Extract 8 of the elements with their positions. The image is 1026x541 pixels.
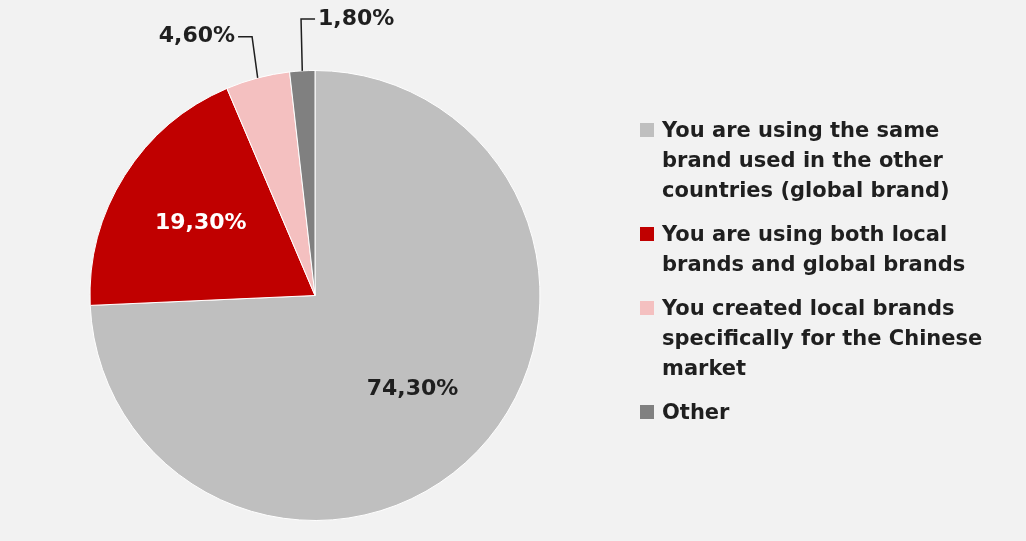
legend-label: You are using the same brand used in the other countries (global brand) <box>662 116 951 204</box>
data-label: 19,30% <box>154 209 247 235</box>
legend-label: You are using both local brands and global brands <box>662 220 967 278</box>
data-label: 4,60% <box>158 22 236 48</box>
data-label: 1,80% <box>318 4 395 30</box>
legend-label: Other <box>662 398 730 426</box>
legend-label: You created local brands specifically for the Chinese market <box>662 294 984 382</box>
data-label: 74,30% <box>366 374 459 400</box>
